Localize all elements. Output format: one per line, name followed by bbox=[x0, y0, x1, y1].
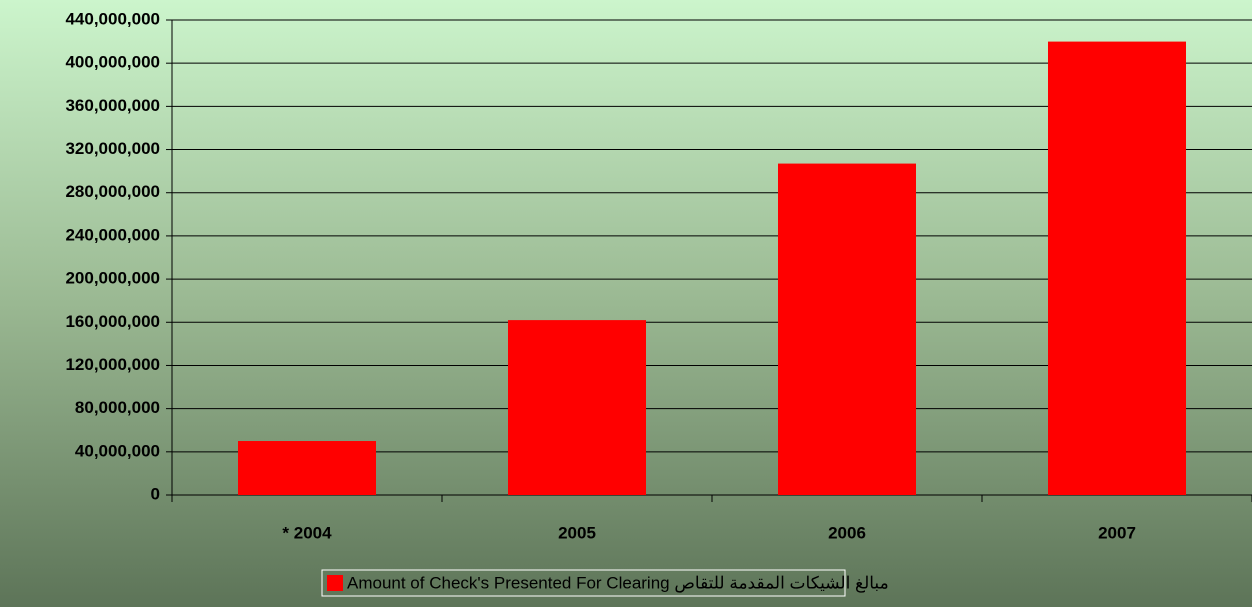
y-tick-label: 240,000,000 bbox=[65, 225, 160, 244]
legend-box bbox=[321, 569, 846, 597]
y-tick-label: 160,000,000 bbox=[65, 312, 160, 331]
x-tick-label: 2006 bbox=[828, 523, 866, 542]
y-tick-label: 320,000,000 bbox=[65, 139, 160, 158]
y-tick-label: 400,000,000 bbox=[65, 53, 160, 72]
bar bbox=[508, 320, 646, 495]
bar bbox=[778, 163, 916, 496]
y-tick-label: 80,000,000 bbox=[75, 398, 160, 417]
legend-swatch bbox=[327, 575, 343, 591]
y-tick-label: 40,000,000 bbox=[75, 441, 160, 460]
bar bbox=[1048, 41, 1186, 495]
x-tick-label: 2007 bbox=[1098, 523, 1136, 542]
legend: Amount of Check's Presented For Clearing… bbox=[321, 569, 889, 597]
x-tick-label: 2005 bbox=[558, 523, 596, 542]
bar bbox=[238, 441, 376, 495]
y-tick-label: 280,000,000 bbox=[65, 182, 160, 201]
y-tick-label: 0 bbox=[151, 484, 160, 503]
x-tick-label: * 2004 bbox=[282, 523, 332, 542]
y-tick-label: 360,000,000 bbox=[65, 96, 160, 115]
y-tick-label: 440,000,000 bbox=[65, 9, 160, 28]
y-tick-label: 200,000,000 bbox=[65, 269, 160, 288]
y-tick-label: 120,000,000 bbox=[65, 355, 160, 374]
legend-label: Amount of Check's Presented For Clearing… bbox=[347, 573, 889, 593]
